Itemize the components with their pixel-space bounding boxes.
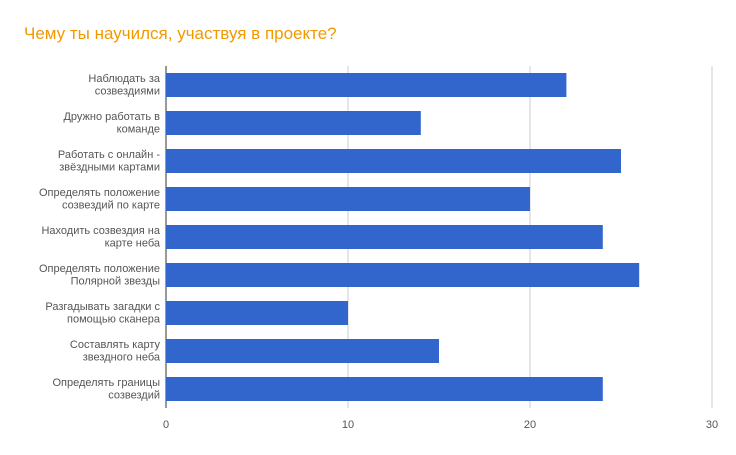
category-label-line: команде — [117, 124, 160, 136]
category-label-line: Наблюдать за — [88, 73, 160, 85]
x-tick-labels: 0 10 20 30 — [163, 419, 718, 431]
x-tick-label: 30 — [706, 419, 718, 431]
category-label-line: Находить созвездия на — [41, 225, 160, 237]
bar — [166, 339, 439, 363]
category-label-line: Составлять карту — [70, 339, 161, 351]
bar — [166, 149, 621, 173]
bar — [166, 73, 567, 97]
category-label-line: Определять положение — [39, 263, 160, 275]
category-label: Находить созвездия на карте неба — [41, 225, 160, 250]
bar — [166, 225, 603, 249]
category-label-line: звездного неба — [83, 352, 161, 364]
category-label-line: Разгадывать загадки с — [45, 301, 160, 313]
category-label: Определять положение созвездий по карте — [39, 187, 160, 212]
category-label-line: созвездий — [108, 390, 160, 402]
category-label-line: Дружно работать в — [63, 111, 160, 123]
x-tick-label: 0 — [163, 419, 169, 431]
bar — [166, 111, 421, 135]
category-label-line: помощью сканера — [67, 314, 161, 326]
x-tick-label: 10 — [342, 419, 354, 431]
x-tick-label: 20 — [524, 419, 536, 431]
bar — [166, 301, 348, 325]
category-labels: Наблюдать за созвездиями Дружно работать в… — [39, 73, 161, 402]
category-label: Дружно работать в команде — [63, 111, 160, 136]
category-label-line: Определять границы — [52, 377, 160, 389]
category-label: Работать с онлайн -звёздными картами — [58, 149, 160, 174]
bar — [166, 263, 640, 287]
category-label-line: созвездий по карте — [62, 200, 160, 212]
category-label: Наблюдать за созвездиями — [88, 73, 160, 98]
category-label: Определять положение Полярной звезды — [39, 263, 160, 288]
category-label-line: звёздными картами — [59, 162, 160, 174]
category-label-line: созвездиями — [95, 86, 160, 98]
category-label-line: Работать с онлайн - — [58, 149, 160, 161]
category-label-line: Определять положение — [39, 187, 160, 199]
bar — [166, 377, 603, 401]
chart-title: Чему ты научился, участвуя в проекте? — [24, 24, 337, 43]
category-label: Разгадывать загадки с помощью сканера — [45, 301, 160, 326]
category-label: Определять границы созвездий — [52, 377, 160, 402]
category-label-line: карте неба — [105, 238, 161, 250]
bars — [166, 73, 640, 401]
bar — [166, 187, 530, 211]
category-label-line: Полярной звезды — [71, 276, 161, 288]
category-label: Составлять карту звездного неба — [70, 339, 161, 364]
